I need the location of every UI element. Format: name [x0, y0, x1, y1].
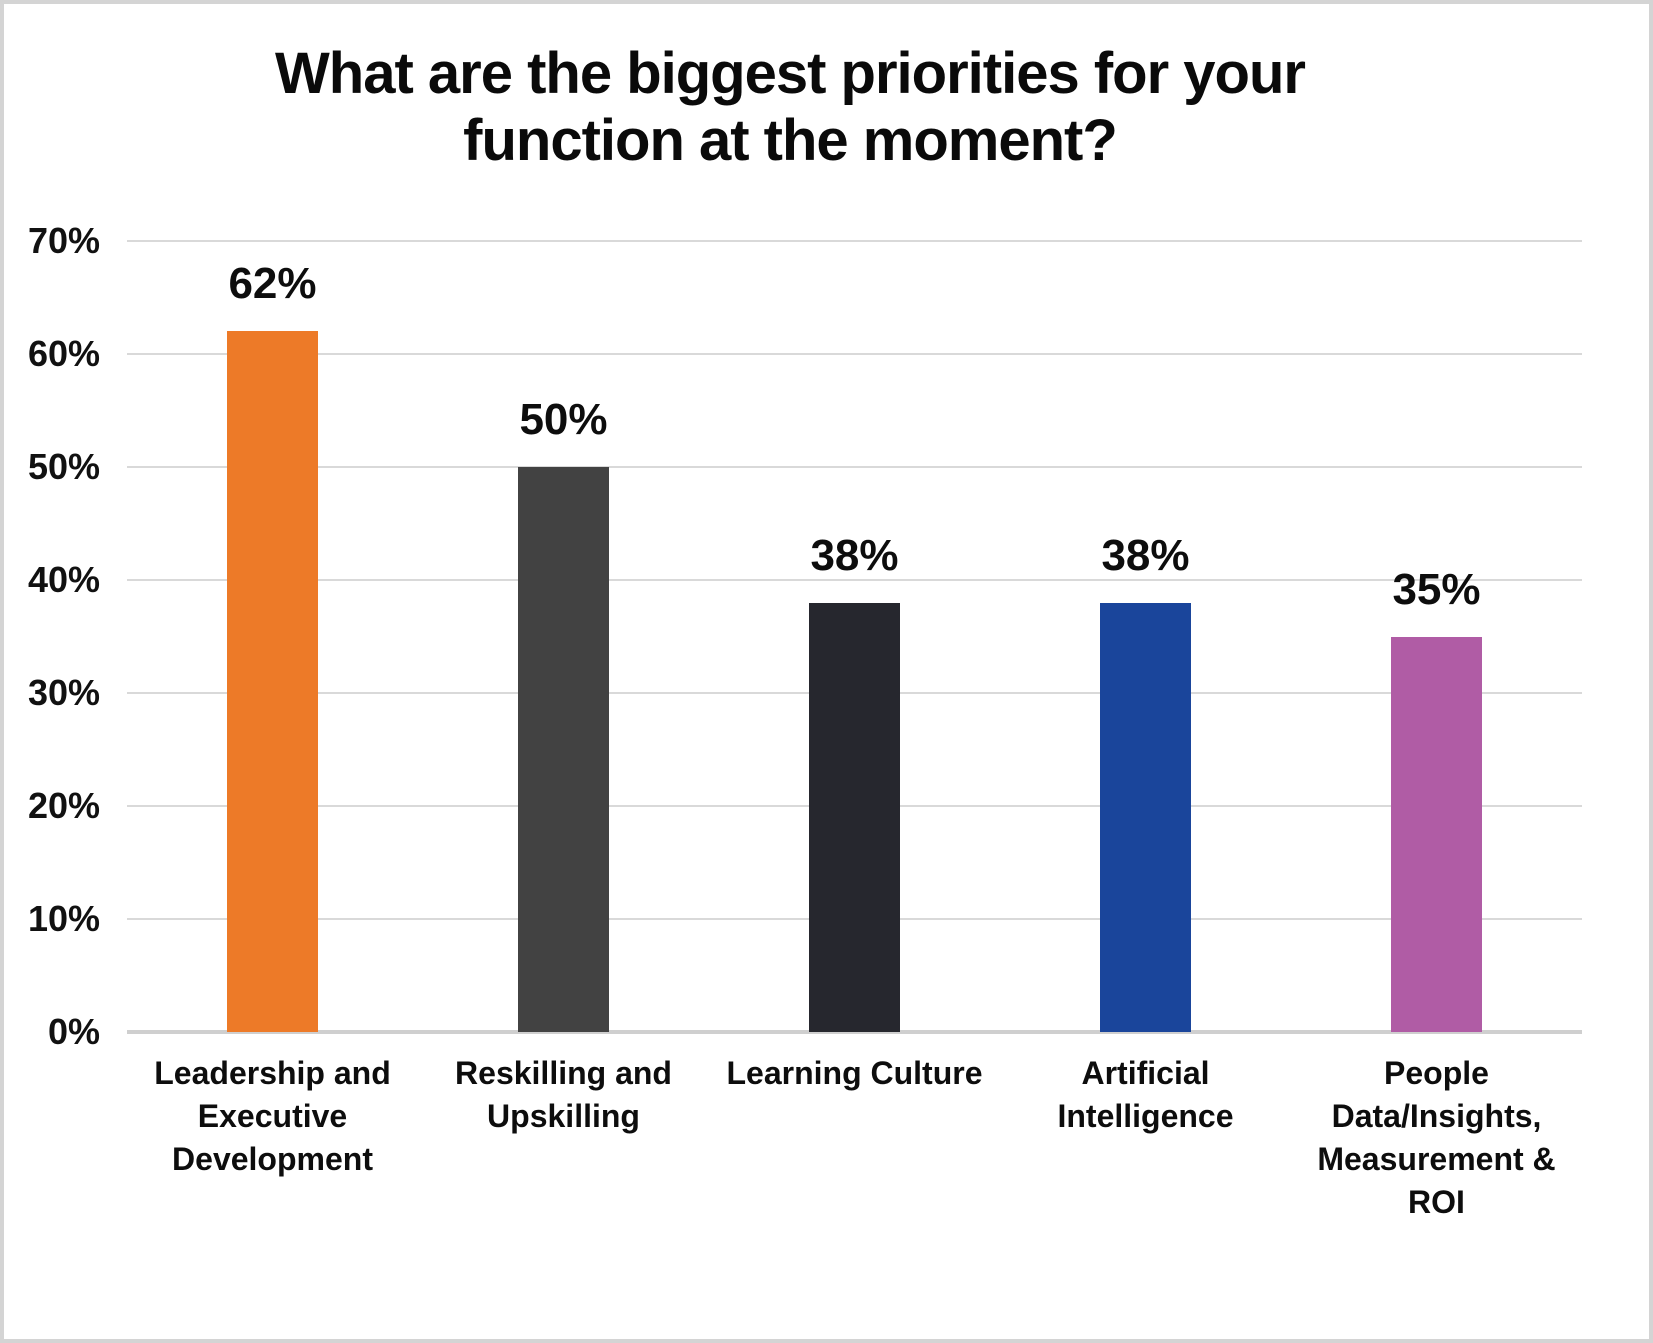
- category-label-line: Intelligence: [1057, 1098, 1234, 1134]
- category-label-leadership-and-executive-development: Leadership and Executive Development: [112, 1052, 434, 1181]
- category-label-line: Data/Insights,: [1331, 1098, 1542, 1134]
- gridline-60: [127, 353, 1582, 355]
- category-label-line: Artificial: [1081, 1055, 1210, 1091]
- chart-title: What are the biggest priorities for your…: [40, 40, 1540, 174]
- category-label-line: Learning Culture: [726, 1055, 983, 1091]
- category-label-line: ROI: [1408, 1184, 1465, 1220]
- y-tick-70: 70%: [27, 220, 100, 261]
- gridline-70: [127, 240, 1582, 242]
- y-tick-10: 10%: [27, 898, 100, 939]
- category-label-line: People: [1384, 1055, 1489, 1091]
- bar-reskilling-and-upskilling: [518, 467, 609, 1032]
- gridline-40: [127, 579, 1582, 581]
- category-label-line: Upskilling: [487, 1098, 640, 1134]
- value-label-artificial-intelligence: 38%: [1101, 530, 1190, 580]
- value-label-learning-culture: 38%: [810, 530, 899, 580]
- category-label-line: Development: [172, 1141, 373, 1177]
- gridline-50: [127, 466, 1582, 468]
- category-label-line: Executive: [197, 1098, 348, 1134]
- bar-learning-culture: [809, 602, 900, 1032]
- y-tick-0: 0%: [47, 1011, 100, 1052]
- chart-title-line: What are the biggest priorities for your: [275, 41, 1306, 106]
- plot-area: 70% 60% 50% 40% 30% 20% 10% 0% 62% Leadership and…: [4, 4, 1649, 1339]
- y-tick-20: 20%: [27, 785, 100, 826]
- category-label-reskilling-and-upskilling: Reskilling and Upskilling: [403, 1052, 725, 1138]
- value-label-reskilling-and-upskilling: 50%: [519, 395, 608, 444]
- y-tick-50: 50%: [27, 446, 100, 487]
- bar-leadership-and-executive-development: [227, 331, 318, 1032]
- bar-artificial-intelligence: [1100, 602, 1191, 1032]
- category-label-artificial-intelligence: Artificial Intelligence: [985, 1052, 1307, 1138]
- value-label-people-data-insights-measurement-roi: 35%: [1392, 564, 1481, 614]
- category-label-learning-culture: Learning Culture: [694, 1052, 1016, 1095]
- y-tick-40: 40%: [27, 559, 100, 600]
- chart-title-line: function at the moment?: [463, 108, 1118, 173]
- category-label-line: Reskilling and: [455, 1055, 672, 1091]
- category-label-people-data-insights-measurement-roi: People Data/Insights, Measurement & ROI: [1276, 1052, 1598, 1224]
- value-label-leadership-and-executive-development: 62%: [228, 259, 317, 309]
- bar-people-data-insights-measurement-roi: [1391, 636, 1482, 1032]
- category-label-line: Measurement &: [1317, 1141, 1556, 1177]
- x-axis-line: [127, 1030, 1582, 1034]
- category-label-line: Leadership and: [154, 1055, 391, 1091]
- y-tick-30: 30%: [27, 672, 100, 713]
- y-tick-60: 60%: [27, 333, 100, 374]
